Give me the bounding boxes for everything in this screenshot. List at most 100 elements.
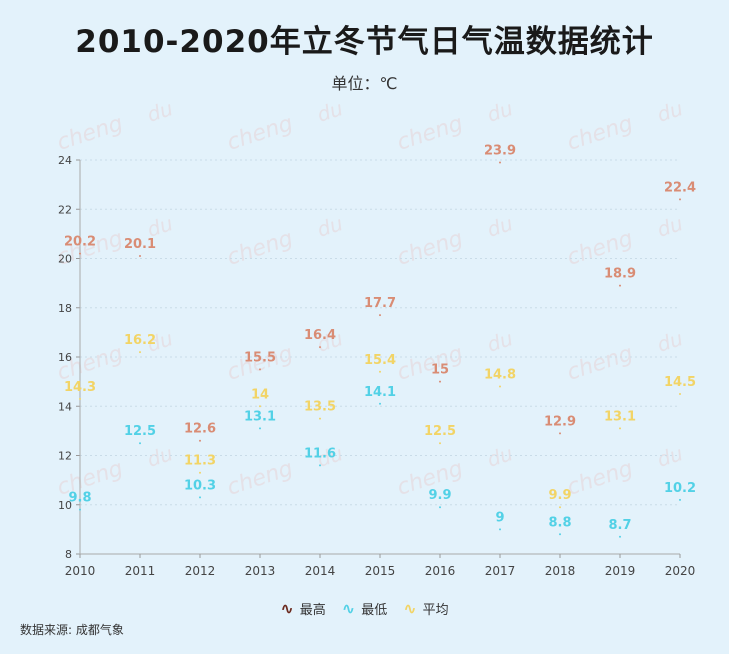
axes-layer: 8 10 12 14 16 18 20 22 24 2010 2011 2012 2013 2014 201… (58, 154, 695, 578)
data-label: 12.5 (124, 424, 156, 439)
x-tick-label: 2015 (365, 564, 396, 578)
data-point (499, 161, 501, 164)
data-point (79, 252, 81, 255)
watermark-text: du (484, 441, 516, 472)
marks-layer: 20.2 20.1 12.6 15.5 16.4 17.7 15 23.9 12.9 18.9 22… (64, 143, 696, 538)
legend-item-max[interactable]: ∿ 最高 (280, 599, 325, 618)
data-label: 18.9 (604, 267, 636, 282)
data-point (499, 528, 501, 531)
data-label: 12.6 (184, 422, 216, 437)
data-label: 11.6 (304, 446, 336, 461)
data-point (619, 535, 621, 538)
data-point (439, 380, 441, 383)
data-point (139, 442, 141, 445)
data-label: 20.2 (64, 235, 96, 250)
watermark-text: du (654, 441, 686, 472)
data-label: 22.4 (664, 180, 696, 195)
watermark-text: cheng (564, 456, 636, 501)
data-label: 8.7 (608, 518, 631, 533)
watermark-text: cheng (394, 226, 466, 271)
data-point (319, 346, 321, 349)
data-point (319, 417, 321, 420)
watermark-text: du (654, 96, 686, 127)
data-label: 10.3 (184, 478, 216, 493)
data-point (679, 498, 681, 501)
chart-title: 2010-2020年立冬节气日气温数据统计 (75, 24, 654, 60)
y-tick-label: 24 (58, 154, 72, 167)
data-label: 13.5 (304, 400, 336, 415)
legend-label: 平均 (422, 603, 449, 618)
watermark-text: du (654, 211, 686, 242)
data-point (139, 351, 141, 354)
data-point (619, 284, 621, 287)
wave-icon: ∿ (280, 598, 294, 618)
watermark-text: cheng (54, 111, 126, 156)
watermark-text: du (314, 96, 346, 127)
legend-item-avg[interactable]: ∿ 平均 (403, 599, 448, 618)
y-tick-label: 22 (58, 203, 72, 216)
data-point (379, 314, 381, 317)
data-point (439, 442, 441, 445)
data-point (79, 397, 81, 400)
watermark-text: du (314, 211, 346, 242)
data-label: 11.3 (184, 454, 216, 469)
y-tick-label: 8 (65, 548, 72, 561)
data-label: 17.7 (364, 296, 396, 311)
data-point (139, 255, 141, 258)
data-point (199, 439, 201, 442)
watermark-text: du (144, 441, 176, 472)
data-label: 15.5 (244, 350, 276, 365)
y-tick-label: 14 (58, 400, 72, 413)
data-point (199, 471, 201, 474)
watermark-text: du (484, 326, 516, 357)
x-tick-label: 2018 (545, 564, 576, 578)
watermark-text: cheng (564, 341, 636, 386)
data-point (259, 405, 261, 408)
x-tick-label: 2011 (125, 564, 156, 578)
x-tick-label: 2012 (185, 564, 216, 578)
legend-label: 最低 (361, 603, 388, 618)
data-label: 13.1 (604, 409, 636, 424)
data-label: 9.9 (548, 488, 571, 503)
x-tick-label: 2017 (485, 564, 516, 578)
watermark-text: du (144, 96, 176, 127)
data-label: 16.2 (124, 333, 156, 348)
data-point (679, 392, 681, 395)
wave-icon: ∿ (341, 598, 356, 618)
y-tick-label: 10 (58, 499, 72, 512)
data-label: 12.5 (424, 424, 456, 439)
data-label: 12.9 (544, 414, 576, 429)
data-point (559, 533, 561, 536)
legend-item-min[interactable]: ∿ 最低 (342, 599, 387, 618)
data-point (499, 385, 501, 388)
watermark-text: du (654, 326, 686, 357)
wave-icon: ∿ (403, 598, 417, 618)
watermark-text: cheng (224, 456, 296, 501)
data-label: 15 (431, 363, 449, 378)
data-label: 9 (495, 510, 504, 525)
watermark-text: cheng (394, 111, 466, 156)
y-tick-label: 16 (58, 351, 72, 364)
watermark-text: cheng (224, 226, 296, 271)
data-label: 10.2 (664, 481, 696, 496)
watermark-text: cheng (564, 226, 636, 271)
data-label: 16.4 (304, 328, 336, 343)
y-tick-label: 12 (58, 450, 72, 463)
data-point (679, 198, 681, 201)
x-tick-label: 2014 (305, 564, 336, 578)
watermark-text: cheng (564, 111, 636, 156)
data-label: 9.8 (68, 491, 91, 506)
data-label: 14.3 (64, 380, 96, 395)
data-source: 数据来源: 成都气象 (20, 623, 124, 637)
x-tick-label: 2010 (65, 564, 96, 578)
data-point (79, 508, 81, 511)
data-label: 20.1 (124, 237, 156, 252)
data-point (259, 368, 261, 371)
watermark-text: du (484, 211, 516, 242)
data-point (199, 496, 201, 499)
grid-layer (80, 159, 680, 506)
legend-label: 最高 (299, 603, 326, 618)
data-label: 8.8 (548, 515, 571, 530)
data-label: 13.1 (244, 409, 276, 424)
